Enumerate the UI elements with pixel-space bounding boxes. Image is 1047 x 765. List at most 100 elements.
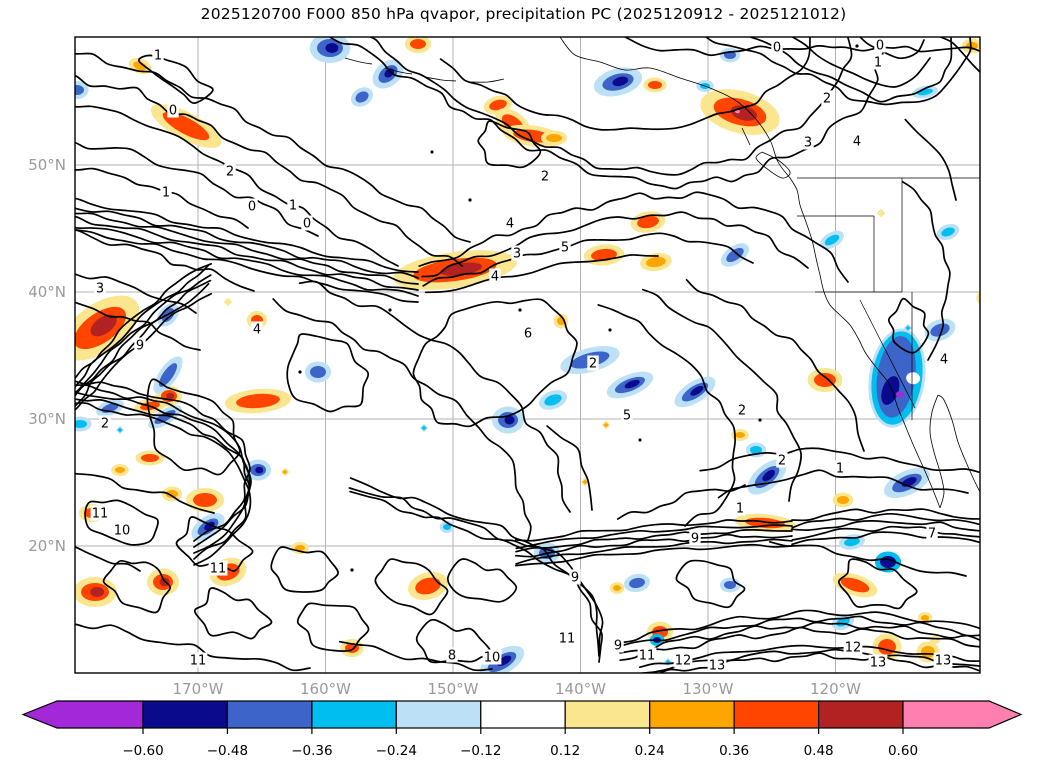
contour-line <box>791 37 931 88</box>
contour-label-text: 1 <box>289 199 297 214</box>
contour-label: 11 <box>637 647 657 664</box>
contour-line <box>75 402 252 566</box>
precip-patch-negative <box>839 534 865 550</box>
contour-label-text: 0 <box>303 217 311 232</box>
contour-label-text: 2 <box>778 454 786 469</box>
contour-label: 2 <box>736 402 748 419</box>
precip-dot-negative <box>419 423 429 433</box>
contour-line <box>75 391 252 554</box>
contour-line <box>75 212 419 285</box>
patch-fill <box>930 323 950 337</box>
precip-patch-positive <box>640 252 672 272</box>
contour-line <box>938 37 980 74</box>
patch-fill <box>637 215 659 229</box>
contour-line <box>175 516 254 572</box>
contour-label-bg <box>938 351 950 367</box>
patch-fill <box>489 99 507 111</box>
contour-label: 1 <box>287 197 299 214</box>
y-tick-label: 50°N <box>28 156 66 174</box>
contour-label-bg <box>734 500 746 516</box>
patch-fill <box>930 636 940 644</box>
coastline <box>344 57 373 65</box>
contour-label-text: 11 <box>92 507 109 522</box>
speck <box>855 44 859 48</box>
contour-label-text: 2 <box>541 170 549 185</box>
contour-label: 8 <box>446 647 458 664</box>
contour-label: 4 <box>938 351 950 368</box>
contour-label-text: 3 <box>513 247 521 262</box>
precip-patch-negative <box>593 67 643 97</box>
contour-line <box>747 37 953 103</box>
precip-patch-negative <box>372 59 404 89</box>
contour-label-text: 2 <box>823 92 831 107</box>
colorbar-tick-label: −0.60 <box>122 743 163 759</box>
precip-patch-negative <box>350 87 374 107</box>
contour-line <box>75 197 419 273</box>
contour-label-text: 4 <box>253 323 261 338</box>
contour-label-text: 9 <box>571 571 579 586</box>
contour-label-bg <box>771 39 783 55</box>
geography-layer <box>344 37 980 509</box>
x-tick-label: 120°W <box>810 680 861 698</box>
x-tick-label: 160°W <box>300 680 351 698</box>
contour-label: 1 <box>834 460 846 477</box>
contour-line <box>338 640 493 672</box>
contour-line <box>75 229 419 303</box>
contour-label-bg <box>90 505 110 521</box>
contour-label-text: 12 <box>845 641 862 656</box>
contour-label-bg <box>872 54 884 70</box>
contour-label-text: 2 <box>226 165 234 180</box>
contour-label-text: 0 <box>169 104 177 119</box>
patch-fill <box>236 393 280 409</box>
patch-fill <box>878 639 896 655</box>
contour-label-text: 4 <box>506 217 514 232</box>
patch-core <box>762 469 775 482</box>
colorbar-tick-label: 0.24 <box>635 743 665 759</box>
patch-fill <box>648 81 662 89</box>
colorbar: −0.60 −0.48 −0.36 −0.24 −0.12 0.12 0.24 0.36 0.4… <box>21 700 1023 759</box>
patch-fill <box>941 227 955 237</box>
contour-label-text: 12 <box>675 654 692 669</box>
contour-line <box>75 167 249 229</box>
patch-fill <box>629 577 645 589</box>
contour-line <box>514 543 793 567</box>
patch-extreme-dot <box>895 391 904 398</box>
patch-core <box>90 314 117 337</box>
patch-fill <box>735 432 745 438</box>
precip-patch-positive <box>832 572 878 598</box>
speck <box>638 438 642 442</box>
precip-patch-positive <box>404 37 432 53</box>
patch-fill <box>726 247 744 263</box>
contour-label-bg <box>874 37 886 53</box>
contour-label: 12 <box>673 652 693 669</box>
contour-label: 2 <box>99 415 111 432</box>
y-tick-label: 40°N <box>28 283 66 301</box>
precip-patch-positive <box>609 582 625 594</box>
contour-label: 0 <box>771 39 783 56</box>
patch-core <box>325 43 339 53</box>
precip-patch-positive <box>583 244 625 266</box>
contour-label: 4 <box>251 321 263 338</box>
patch-fill <box>837 496 849 504</box>
patch-core <box>612 76 629 87</box>
contour-label-bg <box>446 647 458 663</box>
contour-label: 3 <box>802 134 814 151</box>
precip-patch-positive <box>832 492 854 508</box>
patch-fill <box>546 134 562 142</box>
contour-label: 2 <box>821 90 833 107</box>
contour-line <box>75 545 141 572</box>
patch-fill <box>410 39 426 49</box>
patch-fill <box>814 373 836 387</box>
colorbar-tick-label: 0.48 <box>804 743 834 759</box>
contour-line <box>75 229 255 292</box>
precip-patch-positive <box>408 571 448 601</box>
axis-label-layer: 170°W 160°W 150°W 140°W 130°W 120°W50°N40°N30… <box>28 156 861 698</box>
patch-fill <box>724 581 736 589</box>
contour-line <box>412 298 578 428</box>
contour-line <box>272 298 532 541</box>
contour-line <box>439 37 811 131</box>
precip-dot-negative <box>115 425 125 435</box>
contour-label-text: 9 <box>136 339 144 354</box>
